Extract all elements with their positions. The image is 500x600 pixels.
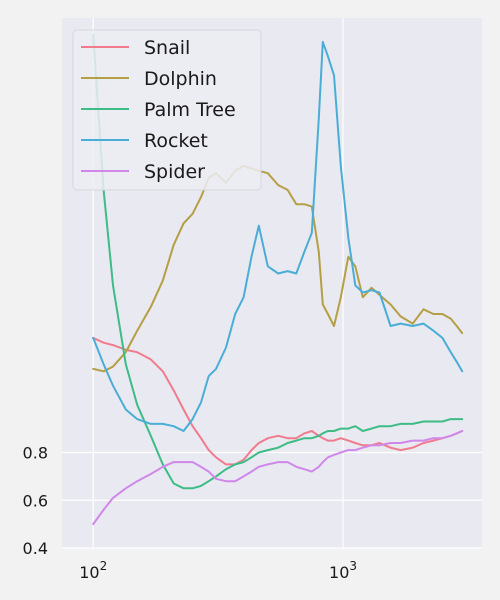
legend: Snail Dolphin Palm Tree Rocket Spider bbox=[72, 29, 262, 191]
legend-label: Rocket bbox=[144, 130, 208, 152]
x-tick-label: 102 bbox=[79, 559, 107, 582]
y-tick-label: 0.4 bbox=[23, 539, 48, 558]
x-tick-exponent: 3 bbox=[349, 559, 357, 573]
x-tick-exponent: 2 bbox=[100, 559, 108, 573]
series-line-snail bbox=[92, 336, 464, 466]
legend-label: Dolphin bbox=[144, 68, 217, 90]
x-tick-label: 103 bbox=[329, 559, 357, 582]
legend-label: Palm Tree bbox=[144, 99, 236, 121]
legend-label: Spider bbox=[144, 161, 205, 183]
series-line-rocket bbox=[92, 40, 464, 432]
x-tick-base: 10 bbox=[329, 563, 349, 582]
legend-label: Snail bbox=[144, 37, 190, 59]
series-line-palm-tree bbox=[92, 33, 464, 490]
x-tick-base: 10 bbox=[79, 563, 99, 582]
legend-box bbox=[72, 29, 262, 191]
y-tick-label: 0.8 bbox=[23, 444, 48, 463]
series-line-dolphin bbox=[92, 165, 464, 373]
y-tick-label: 0.6 bbox=[23, 491, 48, 510]
series-lines bbox=[92, 33, 464, 526]
series-line-spider bbox=[92, 430, 464, 526]
